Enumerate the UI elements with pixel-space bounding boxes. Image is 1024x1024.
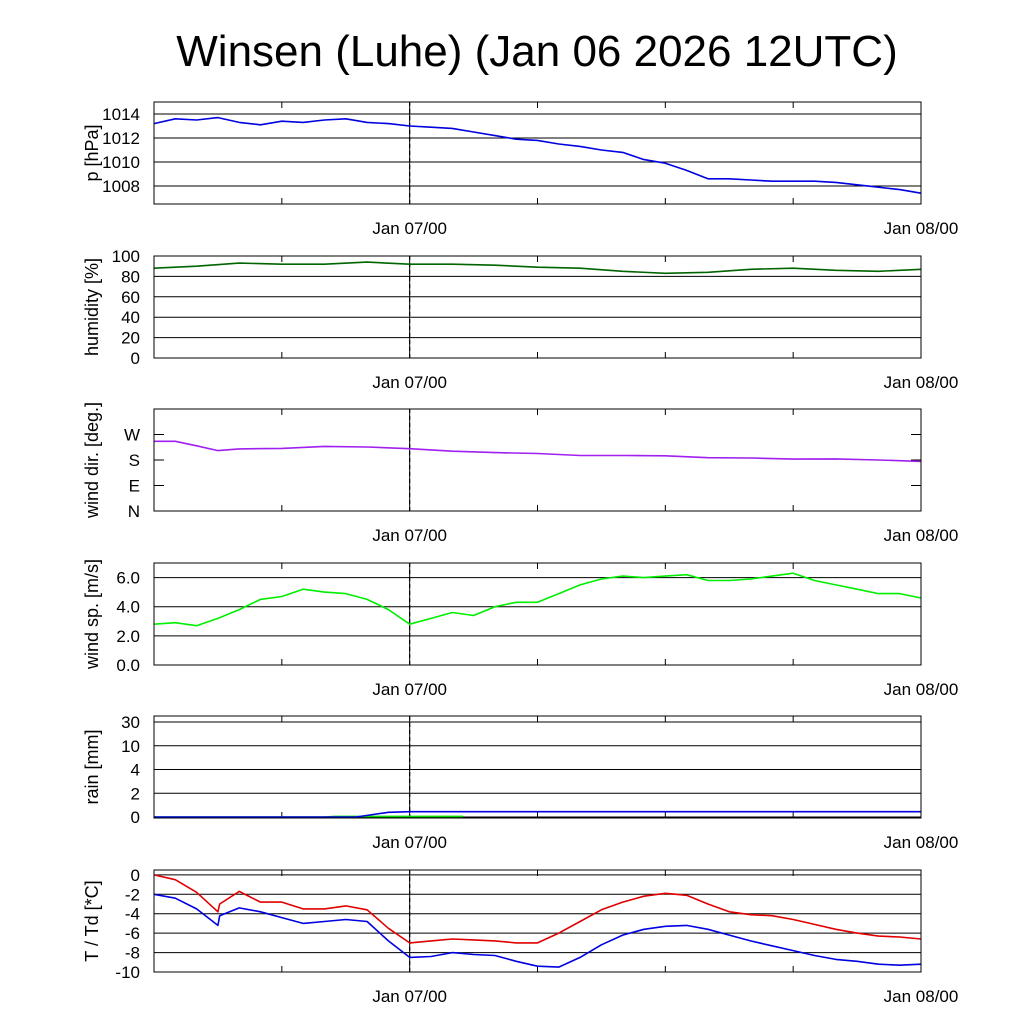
pressure-frame (153, 101, 922, 205)
humidity-ytick-label: 80 (121, 267, 140, 286)
humidity-xtick-label: Jan 08/00 (884, 373, 959, 392)
wind-speed-ytick-label: 4.0 (116, 598, 140, 617)
rain-series-line-2 (154, 810, 921, 818)
pressure-xtick-label: Jan 07/00 (372, 219, 447, 238)
chart-title: Winsen (Luhe) (Jan 06 2026 12UTC) (176, 27, 897, 76)
wind-speed-ytick-label: 2.0 (116, 627, 140, 646)
pressure-ylabel: p [hPa] (82, 124, 102, 181)
wind-direction-xtick-label: Jan 07/00 (372, 526, 447, 545)
wind-speed-xtick-label: Jan 07/00 (372, 680, 447, 699)
wind-direction-ylabel: wind dir. [deg.] (82, 402, 102, 519)
rain-ytick-label: 2 (131, 784, 140, 803)
rain-frame (153, 715, 922, 819)
humidity-series-line-1 (153, 261, 922, 275)
pressure-ytick-label: 1010 (102, 153, 140, 172)
temperature-panel: -10-8-6-4-20 Jan 07/00 Jan 08/00 T / Td [*C… (82, 866, 958, 1006)
temperature-xtick-label: Jan 08/00 (884, 987, 959, 1006)
rain-ytick-label: 0 (131, 808, 140, 827)
pressure-ytick-label: 1012 (102, 129, 140, 148)
rain-ytick-label: 10 (121, 737, 140, 756)
rain-xtick-label: Jan 07/00 (372, 833, 447, 852)
wind-speed-panel: 0.0 2.0 4.0 6.0 Jan 07/00 Jan 08/00 wind sp. [… (82, 559, 958, 699)
temperature-frame (153, 869, 922, 973)
humidity-ytick-label: 60 (121, 288, 140, 307)
pressure-ytick-label: 1008 (102, 177, 140, 196)
temperature-ytick-label: -2 (125, 885, 140, 904)
wind-direction-ytick-label: S (129, 451, 140, 470)
temperature-ytick-label: -6 (125, 924, 140, 943)
rain-ytick-label: 30 (121, 713, 140, 732)
wind-direction-xtick-label: Jan 08/00 (884, 526, 959, 545)
humidity-ytick-label: 40 (121, 308, 140, 327)
temperature-ytick-label: -8 (125, 944, 140, 963)
wind-speed-ytick-label: 0.0 (116, 656, 140, 675)
temperature-series-line-1 (153, 874, 922, 944)
temperature-ytick-label: 0 (131, 866, 140, 885)
wind-speed-frame (153, 562, 922, 666)
wind-direction-ytick-label: N (128, 502, 140, 521)
temperature-ytick-label: -10 (115, 963, 140, 982)
humidity-frame (153, 255, 922, 359)
wind-direction-ytick-label: W (124, 426, 140, 445)
rain-ytick-label: 4 (131, 761, 140, 780)
wind-speed-series-line-1 (153, 572, 922, 627)
humidity-ytick-label: 100 (112, 247, 140, 266)
pressure-ytick-label: 1014 (102, 105, 140, 124)
wind-direction-frame (153, 408, 922, 512)
rain-xtick-label: Jan 08/00 (884, 833, 959, 852)
temperature-ylabel: T / Td [*C] (82, 880, 102, 961)
humidity-xtick-label: Jan 07/00 (372, 373, 447, 392)
humidity-ytick-label: 0 (131, 349, 140, 368)
pressure-xtick-label: Jan 08/00 (884, 219, 959, 238)
temperature-xtick-label: Jan 07/00 (372, 987, 447, 1006)
rain-ylabel: rain [mm] (82, 729, 102, 804)
temperature-series-line-2 (153, 893, 922, 968)
wind-direction-ytick-label: E (129, 477, 140, 496)
pressure-series-line-1 (153, 116, 922, 194)
rain-panel: 0 2 4 10 30 Jan 07/00 Jan 08/00 rain [mm] (82, 713, 958, 852)
wind-direction-series-line-1 (154, 440, 922, 463)
wind-speed-ylabel: wind sp. [m/s] (82, 559, 102, 670)
wind-speed-xtick-label: Jan 08/00 (884, 680, 959, 699)
wind-speed-ytick-label: 6.0 (116, 569, 140, 588)
humidity-ylabel: humidity [%] (82, 258, 102, 356)
pressure-panel: 1008 1010 1012 1014 Jan 07/00 Jan 08/00 p [hPa… (82, 101, 959, 238)
humidity-ytick-label: 20 (121, 329, 140, 348)
temperature-ytick-label: -4 (125, 905, 140, 924)
